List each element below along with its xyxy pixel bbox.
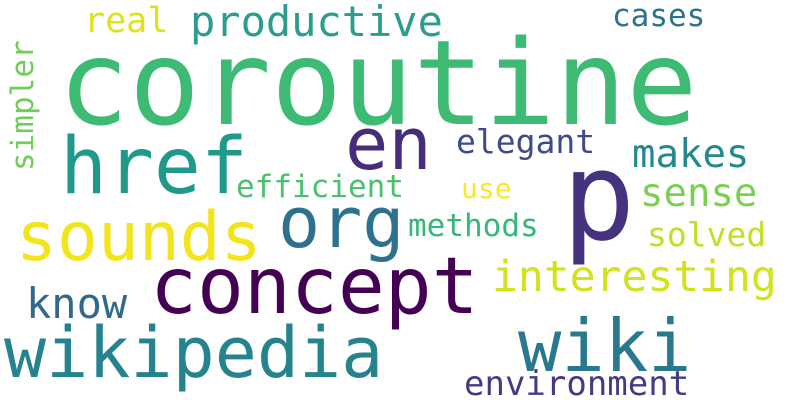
word-sense: sense: [640, 171, 758, 216]
word-org: org: [278, 182, 405, 264]
word-en: en: [345, 102, 432, 186]
word-know: know: [26, 279, 128, 328]
word-environment: environment: [464, 364, 690, 400]
word-coroutine: coroutine: [58, 14, 698, 152]
word-elegant: elegant: [456, 122, 596, 161]
word-interesting: interesting: [492, 252, 777, 302]
word-use: use: [461, 172, 512, 205]
word-methods: methods: [408, 208, 539, 244]
word-solved: solved: [647, 215, 767, 254]
word-real: real: [84, 1, 169, 41]
word-concept: concept: [150, 242, 479, 332]
word-p: p: [562, 126, 636, 268]
word-cases: cases: [612, 0, 706, 34]
word-efficient: efficient: [236, 169, 404, 205]
word-productive: productive: [190, 0, 443, 46]
word-sounds: sounds: [16, 198, 262, 277]
word-simpler: simpler: [5, 40, 41, 171]
word-wikipedia: wikipedia: [4, 312, 384, 394]
word-makes: makes: [632, 132, 750, 177]
word-href: href: [60, 122, 248, 212]
word-wiki: wiki: [518, 304, 692, 388]
